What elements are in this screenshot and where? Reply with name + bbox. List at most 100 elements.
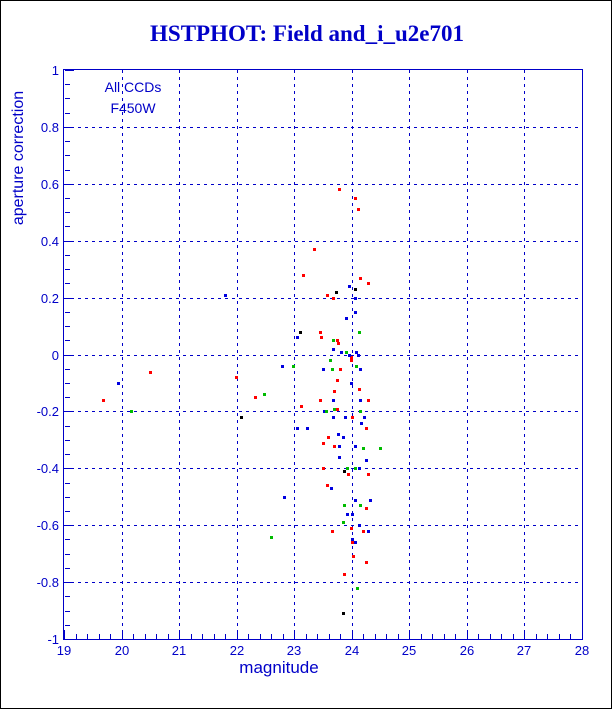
data-point-blue [358, 467, 361, 470]
x-minor-tick [421, 634, 422, 639]
y-minor-tick [65, 269, 70, 270]
data-point-green [263, 393, 266, 396]
y-minor-tick [65, 611, 70, 612]
x-minor-tick [87, 634, 88, 639]
y-minor-tick [65, 226, 70, 227]
x-tick-label: 24 [344, 643, 360, 658]
data-point-red [322, 442, 325, 445]
data-point-red [337, 342, 340, 345]
data-point-blue [350, 382, 353, 385]
y-tick [65, 184, 74, 185]
x-minor-tick [283, 634, 284, 639]
y-minor-tick [65, 440, 70, 441]
y-tick-label: 0.6 [40, 177, 59, 192]
gridline-horizontal [64, 525, 582, 526]
data-point-red [326, 294, 329, 297]
x-tick-label: 23 [286, 643, 302, 658]
data-point-blue [351, 513, 354, 516]
y-minor-tick [65, 511, 70, 512]
data-point-green [343, 504, 346, 507]
data-point-blue [344, 416, 347, 419]
y-axis-label: aperture correction [10, 90, 27, 226]
data-point-red [350, 356, 353, 359]
y-minor-tick [65, 497, 70, 498]
gridline-horizontal [64, 582, 582, 583]
x-minor-tick [202, 634, 203, 639]
data-point-green [329, 359, 332, 362]
x-minor-tick [375, 634, 376, 639]
data-point-blue [367, 530, 370, 533]
data-point-red [319, 331, 322, 334]
data-point-red [322, 467, 325, 470]
x-tick [352, 630, 353, 639]
data-point-blue [358, 524, 361, 527]
data-point-red [351, 416, 354, 419]
data-point-red [254, 396, 257, 399]
data-point-black [343, 470, 346, 473]
data-point-black [335, 291, 338, 294]
data-point-black [299, 331, 302, 334]
data-point-green [362, 447, 365, 450]
y-tick-label: -0.6 [36, 518, 59, 533]
y-tick-label: 0.4 [40, 234, 59, 249]
y-minor-tick [65, 113, 70, 114]
data-point-black [354, 288, 357, 291]
y-tick [65, 241, 74, 242]
data-point-red [336, 379, 339, 382]
x-tick [64, 630, 65, 639]
data-point-red [339, 368, 342, 371]
data-point-blue [338, 445, 341, 448]
gridline-vertical [294, 70, 295, 639]
y-minor-tick [65, 454, 70, 455]
y-minor-tick [65, 340, 70, 341]
data-point-blue [354, 297, 357, 300]
y-minor-tick [65, 155, 70, 156]
data-point-blue [363, 416, 366, 419]
x-minor-tick [133, 634, 134, 639]
y-tick [65, 468, 74, 469]
data-point-blue [306, 427, 309, 430]
gridline-horizontal [64, 241, 582, 242]
data-point-red [338, 188, 341, 191]
x-minor-tick [168, 634, 169, 639]
data-point-red [367, 282, 370, 285]
data-point-red [350, 527, 353, 530]
x-minor-tick [317, 634, 318, 639]
gridline-horizontal [64, 298, 582, 299]
data-point-blue [296, 336, 299, 339]
y-minor-tick [65, 312, 70, 313]
data-point-blue [346, 513, 349, 516]
data-point-red [367, 473, 370, 476]
data-point-green [130, 410, 133, 413]
data-point-blue [360, 422, 363, 425]
data-point-red [336, 408, 339, 411]
y-tick-label: 1 [51, 63, 59, 78]
x-axis-label: magnitude [239, 658, 319, 677]
data-point-green [331, 368, 334, 371]
data-point-green [355, 365, 358, 368]
data-point-red [357, 208, 360, 211]
data-point-green [356, 587, 359, 590]
data-point-blue [296, 427, 299, 430]
data-point-green [345, 351, 348, 354]
x-minor-tick [340, 634, 341, 639]
data-point-red [319, 399, 322, 402]
data-point-blue [354, 541, 357, 544]
y-tick [65, 298, 74, 299]
y-minor-tick [65, 84, 70, 85]
data-point-red [331, 530, 334, 533]
data-point-green [333, 408, 336, 411]
y-tick [65, 70, 74, 71]
x-minor-tick [547, 634, 548, 639]
data-point-green [379, 447, 382, 450]
data-point-red [367, 399, 370, 402]
x-tick [409, 630, 410, 639]
gridline-vertical [467, 70, 468, 639]
gridline-vertical [122, 70, 123, 639]
x-tick-label: 22 [229, 643, 245, 658]
gridline-vertical [352, 70, 353, 639]
y-minor-tick [65, 568, 70, 569]
x-minor-tick [444, 634, 445, 639]
x-tick [294, 630, 295, 639]
